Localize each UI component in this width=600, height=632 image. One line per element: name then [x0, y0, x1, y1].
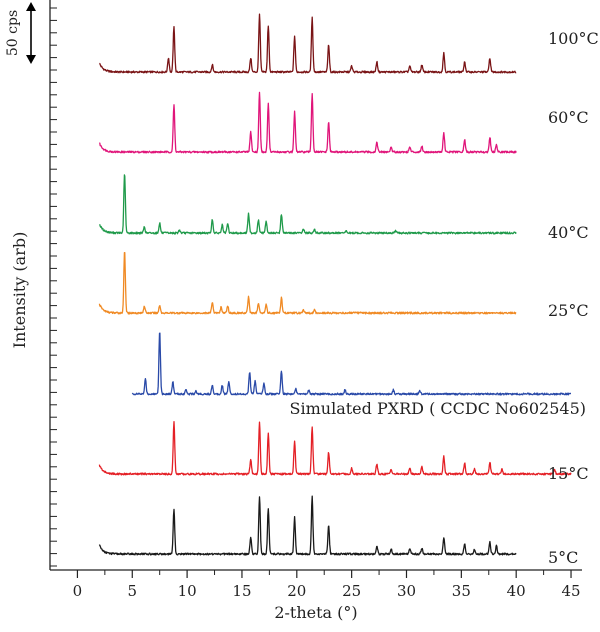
series-label-4: Simulated PXRD ( CCDC No602545): [290, 399, 586, 418]
series-line-3: [98, 251, 517, 315]
series-label-3: 25°C: [548, 301, 589, 320]
traces: [98, 13, 572, 556]
x-tick-label: 45: [561, 582, 580, 600]
scale-bar-arrow-up-icon: [26, 2, 36, 11]
series-line-2: [99, 174, 517, 235]
series-labels: 100°C 60°C 40°C 25°C Simulated PXRD ( CCDC N…: [290, 29, 599, 567]
plot-frame: [49, 0, 582, 571]
x-axis-ticks: 0 5 10 15 20 25 30 35 40 45: [73, 570, 581, 600]
x-tick-label: 25: [342, 582, 361, 600]
x-tick-label: 0: [73, 582, 83, 600]
x-tick-label: 35: [452, 582, 471, 600]
series-line-0: [99, 13, 517, 74]
scale-bar-arrow-down-icon: [26, 55, 36, 64]
x-tick-label: 10: [178, 582, 197, 600]
series-label-1: 60°C: [548, 108, 589, 127]
x-tick-label: 40: [507, 582, 526, 600]
series-label-2: 40°C: [548, 223, 589, 242]
series-label-5: 15°C: [548, 464, 589, 483]
series-line-6: [98, 495, 517, 556]
scale-bar-label: 50 cps: [5, 10, 21, 56]
y-axis-title: Intensity (arb): [10, 232, 29, 349]
x-axis-title: 2-theta (°): [274, 603, 357, 622]
scale-bar: 50 cps: [5, 2, 36, 64]
x-tick-label: 15: [232, 582, 251, 600]
x-tick-label: 30: [397, 582, 416, 600]
series-line-1: [99, 91, 517, 154]
series-line-5: [98, 421, 572, 476]
x-tick-label: 20: [287, 582, 306, 600]
series-label-6: 5°C: [548, 548, 578, 567]
series-label-0: 100°C: [548, 29, 599, 48]
y-axis-minor-ticks: [50, 7, 57, 567]
series-line-4: [131, 332, 572, 396]
x-tick-label: 5: [127, 582, 137, 600]
